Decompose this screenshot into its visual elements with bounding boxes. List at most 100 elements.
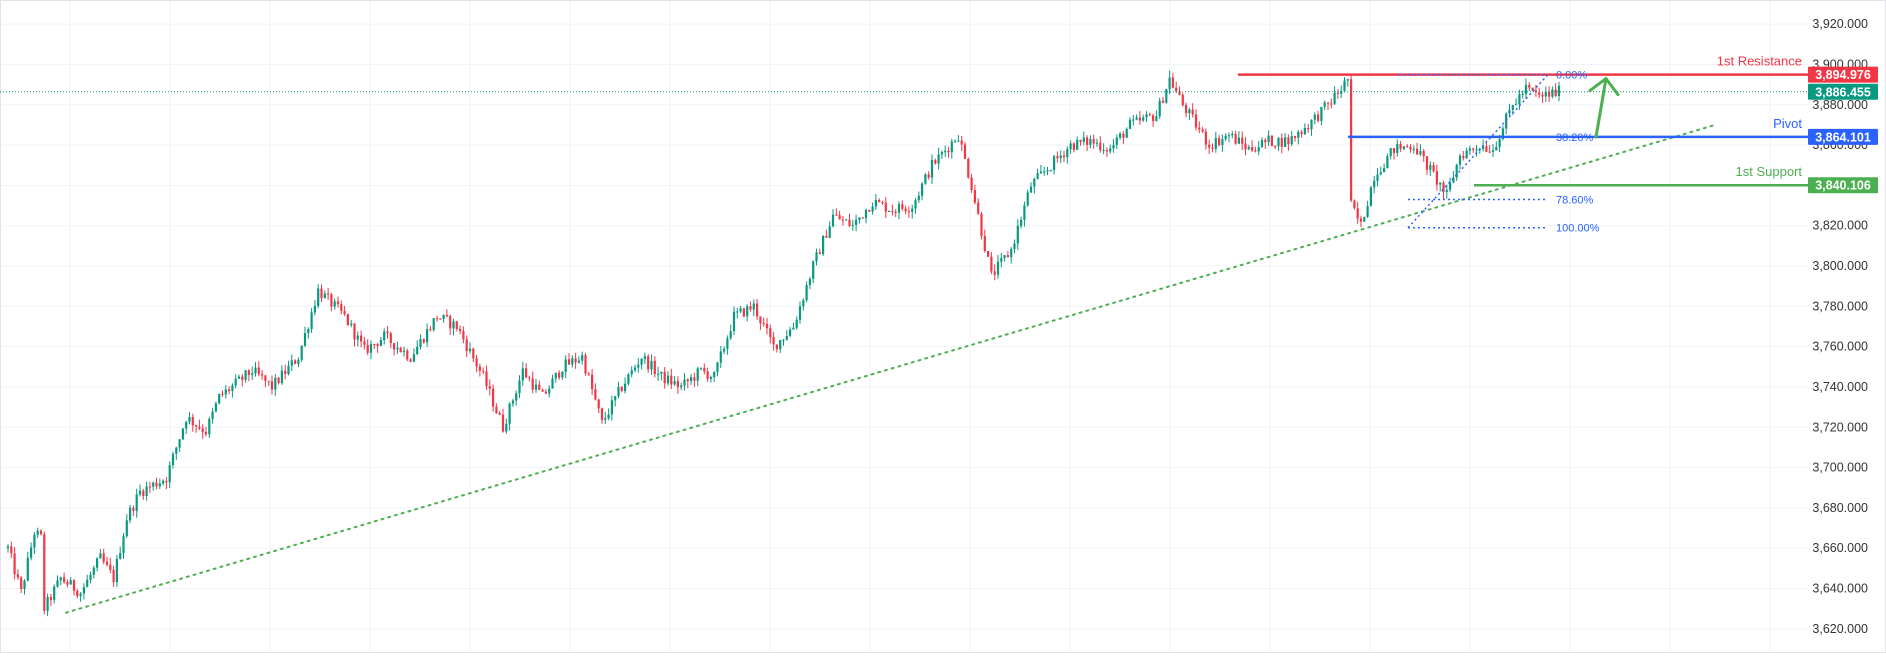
candle (521, 361, 524, 386)
candle (13, 547, 16, 580)
candle-body (389, 333, 392, 344)
candle (39, 529, 43, 536)
y-tick-label: 3,920.000 (1812, 17, 1868, 31)
candle (591, 369, 594, 396)
candle-body (1293, 136, 1297, 138)
candle-body (914, 200, 917, 209)
candle-body (742, 308, 745, 317)
candle-body (723, 348, 726, 352)
candle-body (594, 389, 597, 400)
candle (831, 209, 835, 228)
candle (1241, 131, 1244, 151)
candle (1227, 132, 1231, 143)
candle (53, 584, 56, 604)
candle (237, 374, 241, 380)
candle (310, 307, 313, 334)
candle (924, 172, 927, 185)
candle-body (30, 547, 33, 558)
candle (930, 154, 934, 185)
candle (1432, 162, 1435, 173)
candle (878, 198, 881, 203)
candle-body (468, 348, 472, 352)
candle-body (1128, 119, 1132, 129)
candle (1251, 140, 1254, 153)
candle-body (330, 294, 333, 307)
candle (1062, 150, 1066, 162)
candle (835, 208, 838, 216)
candle (105, 556, 109, 567)
candle-body (1340, 91, 1343, 94)
candle (426, 323, 429, 348)
candle-body (1251, 147, 1254, 151)
candle-body (82, 587, 85, 594)
candle-body (1557, 85, 1561, 97)
candle-body (1010, 249, 1013, 258)
candle (1363, 216, 1366, 223)
candle-body (1548, 91, 1551, 97)
candle (1247, 144, 1250, 151)
candle (6, 544, 10, 553)
candle-body (1359, 218, 1363, 222)
candle (201, 424, 204, 439)
candle (214, 401, 217, 413)
candle (346, 313, 349, 327)
candle-body (1234, 133, 1237, 144)
candle-body (350, 323, 353, 326)
candle-body (558, 372, 561, 378)
candle-body (901, 204, 904, 209)
candle-body (125, 520, 128, 537)
candle-body (1059, 155, 1062, 159)
candle-body (551, 378, 554, 389)
candle-body (1531, 87, 1534, 91)
candle-body (789, 329, 792, 336)
candle (653, 356, 656, 378)
candle-body (122, 536, 125, 554)
candle (1317, 110, 1320, 123)
candle-body (59, 577, 62, 581)
candle (158, 478, 161, 489)
candle (267, 380, 270, 386)
candle (198, 419, 201, 430)
candle (462, 326, 465, 344)
candle (274, 374, 277, 396)
candle-body (185, 421, 188, 429)
candle (812, 260, 815, 284)
candle-body (1102, 149, 1105, 151)
candle-body (1112, 144, 1115, 149)
candle (676, 376, 679, 394)
candle-body (1379, 172, 1382, 175)
candle-body (957, 140, 960, 142)
candle (429, 325, 432, 332)
candle (1049, 169, 1052, 172)
candle (802, 298, 805, 311)
candle (119, 546, 122, 560)
candle (1132, 114, 1135, 126)
candle-body (653, 360, 656, 375)
candle-body (1429, 165, 1432, 170)
candle-body (1119, 133, 1122, 138)
candle-body (703, 367, 706, 372)
candle-body (663, 371, 666, 384)
candle (171, 451, 175, 469)
candle-body (1508, 109, 1511, 114)
candle (775, 344, 778, 353)
candle (1402, 146, 1405, 151)
candle-body (921, 183, 924, 196)
candle (122, 532, 125, 559)
candle-body (132, 507, 135, 511)
candle-body (759, 316, 762, 324)
candle-body (1122, 133, 1125, 138)
candle-body (508, 403, 511, 424)
candle-body (1389, 148, 1392, 157)
candle-body (178, 439, 181, 448)
candle (465, 335, 468, 358)
price-axis[interactable]: 3,620.000 3,640.000 3,660.000 3,680.000 3,70… (1808, 17, 1878, 636)
candle-body (930, 160, 934, 178)
candle-body (815, 252, 818, 262)
level-label-1: Pivot (1773, 116, 1802, 131)
candle (1086, 135, 1089, 151)
candle (1214, 131, 1217, 153)
